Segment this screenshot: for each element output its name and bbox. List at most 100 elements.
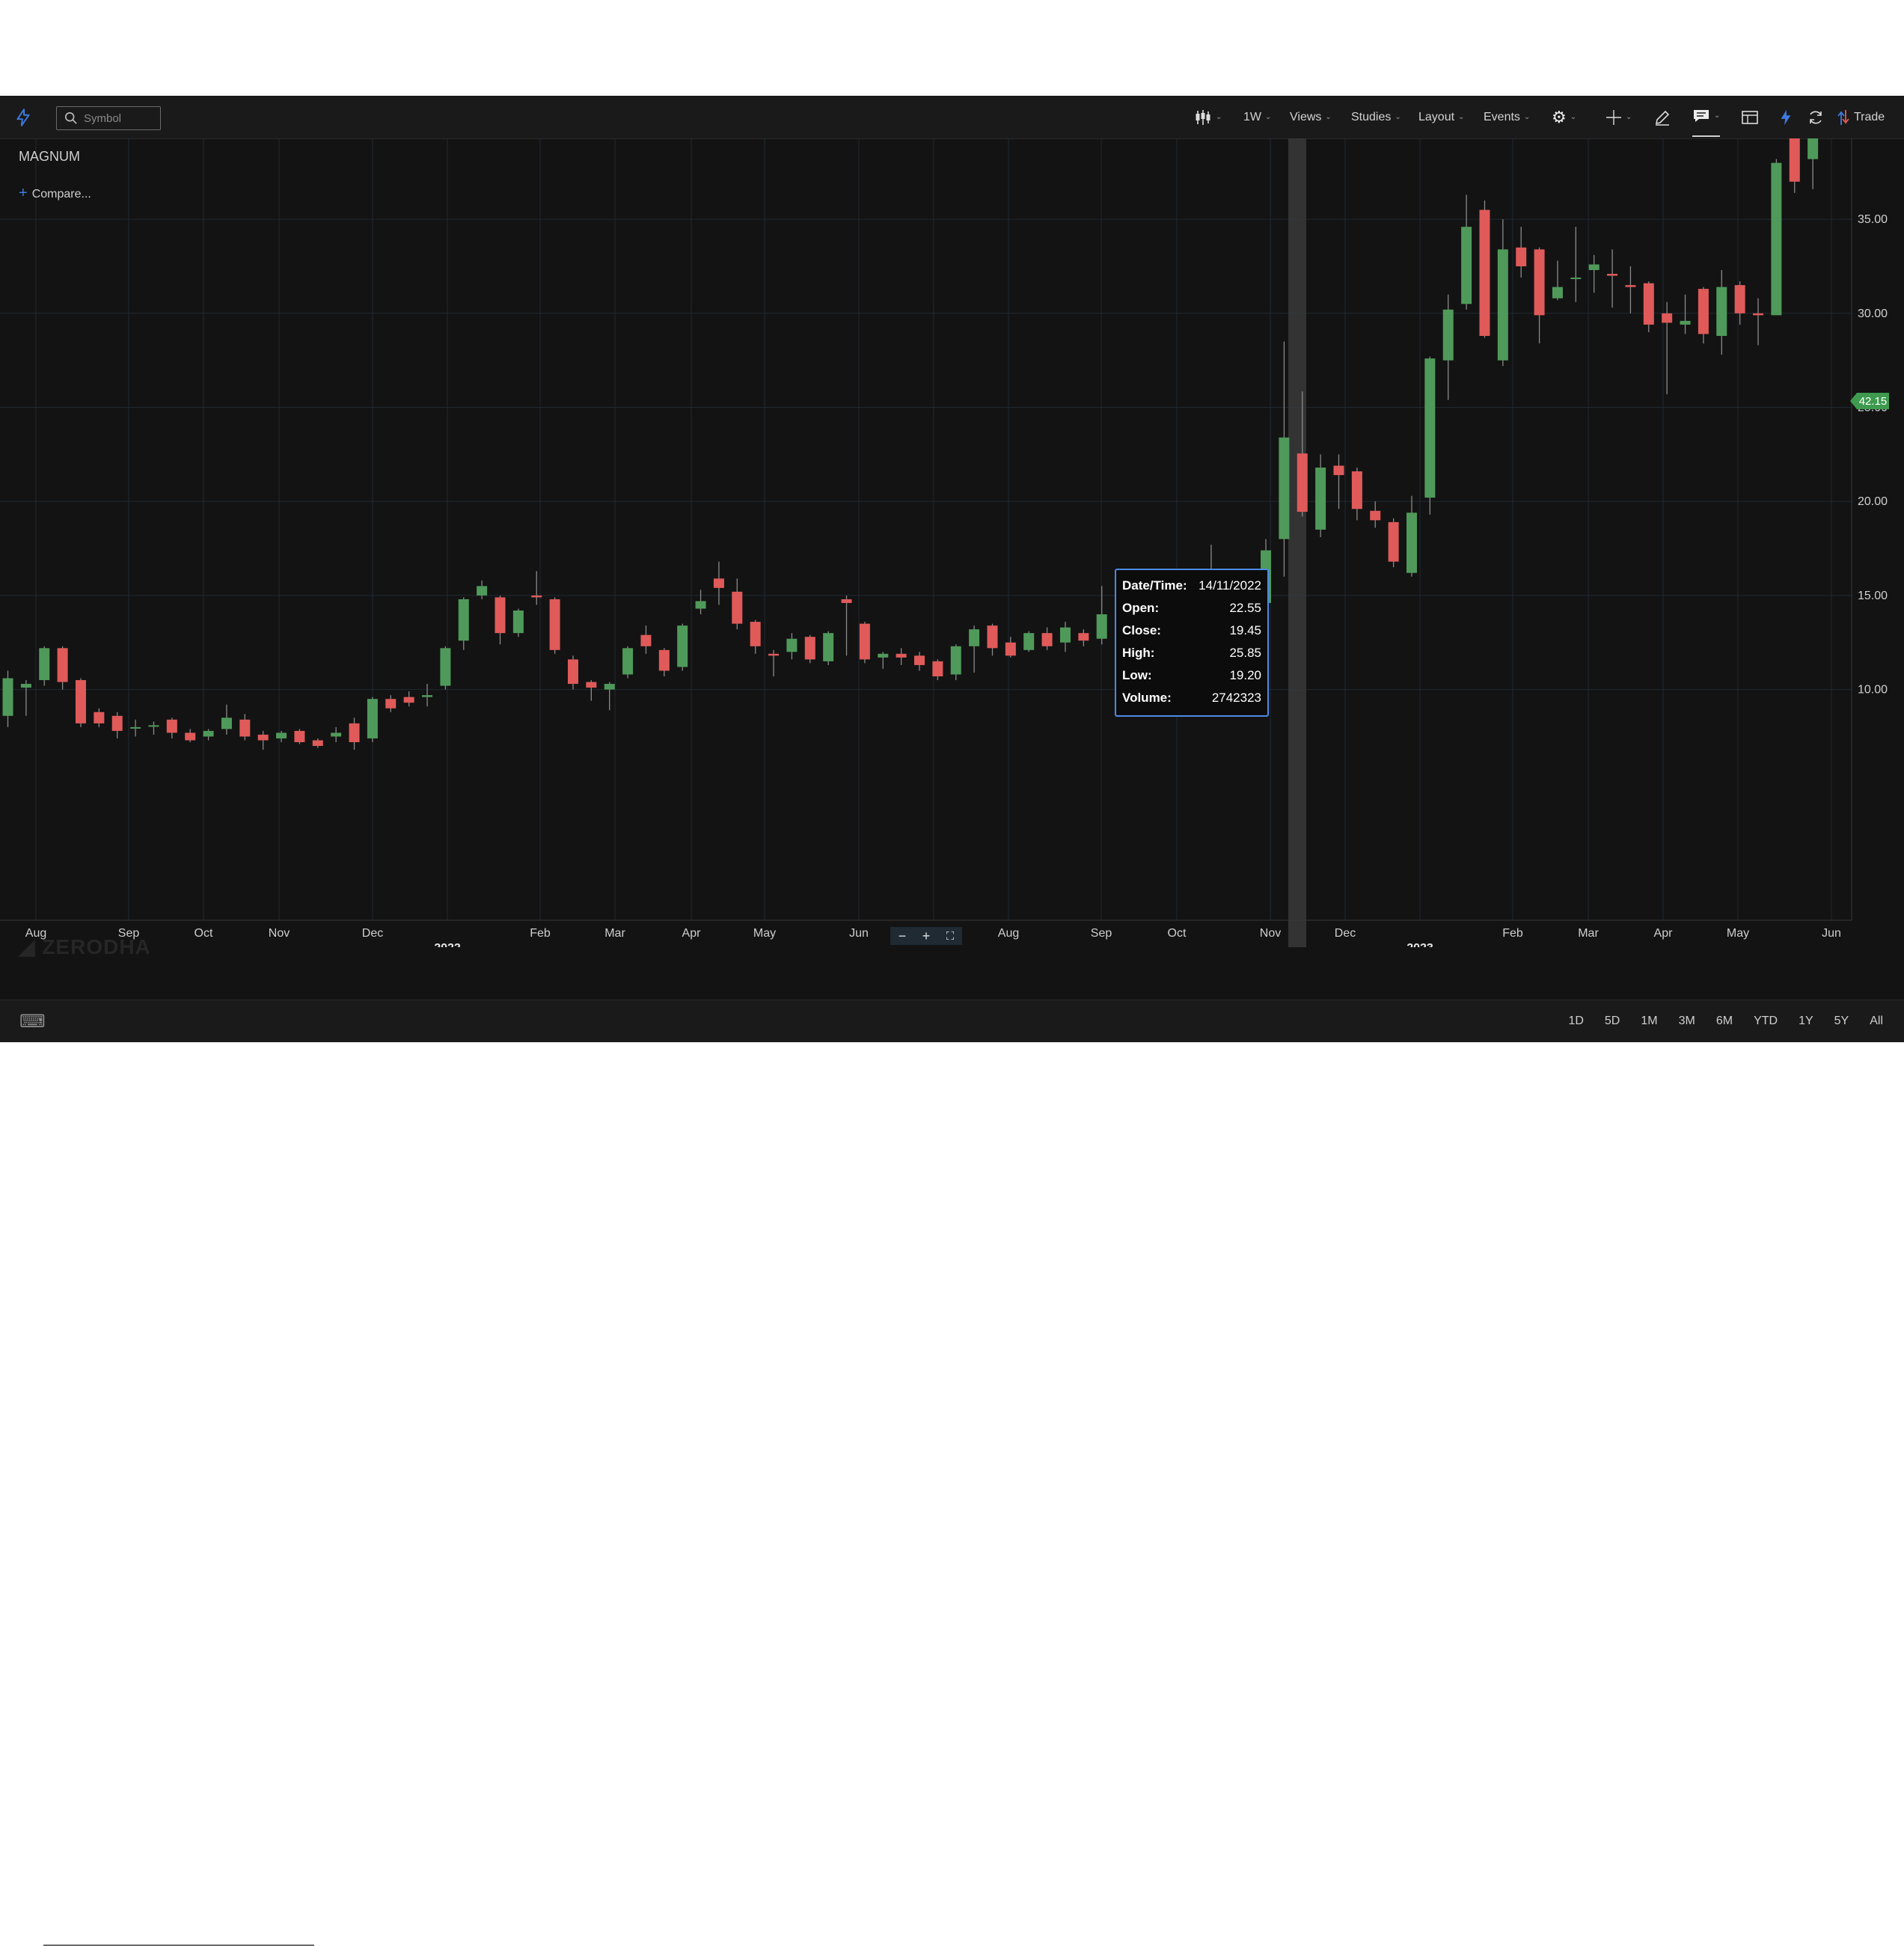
candle-body bbox=[1497, 249, 1508, 361]
chevron-down-icon: ⌄ bbox=[1325, 113, 1332, 121]
candle-body bbox=[1041, 633, 1053, 646]
comment-icon bbox=[1694, 109, 1709, 122]
range-button[interactable]: All bbox=[1870, 1015, 1883, 1027]
chevron-down-icon: ⌄ bbox=[1265, 113, 1272, 121]
x-tick-label: Apr bbox=[682, 927, 702, 940]
candle-body bbox=[440, 648, 451, 686]
candlestick-chart[interactable]: 45.0040.0035.0030.0025.0020.0015.0010.00… bbox=[0, 138, 1904, 947]
data-table-button[interactable] bbox=[1742, 96, 1758, 138]
candle-body bbox=[786, 638, 798, 652]
tooltip-label: Volume: bbox=[1122, 691, 1172, 705]
candle-body bbox=[331, 732, 342, 737]
views-label: Views bbox=[1290, 110, 1322, 123]
keyboard-icon[interactable]: ⌨ bbox=[19, 1012, 46, 1032]
trade-button[interactable]: Trade bbox=[1837, 96, 1885, 138]
x-tick-label: Aug bbox=[25, 927, 46, 940]
candle-body bbox=[477, 586, 488, 596]
crosshair-icon bbox=[1606, 109, 1621, 125]
symbol-search[interactable] bbox=[56, 106, 161, 130]
candle-body bbox=[1315, 467, 1326, 530]
chevron-down-icon: ⌄ bbox=[1395, 113, 1401, 121]
top-toolbar: ⌄ 1W⌄ Views⌄ Studies⌄ Layout⌄ Events⌄ ⚙ … bbox=[0, 96, 1904, 139]
candle-body bbox=[148, 725, 159, 727]
candle-body bbox=[458, 599, 469, 641]
tooltip-row-open: Open: 22.55 bbox=[1122, 597, 1261, 619]
lightning-icon[interactable] bbox=[13, 96, 33, 138]
range-button[interactable]: 1D bbox=[1568, 1015, 1584, 1027]
settings-button[interactable]: ⚙ ⌄ bbox=[1552, 96, 1576, 138]
gear-icon: ⚙ bbox=[1552, 107, 1567, 126]
range-button[interactable]: 3M bbox=[1678, 1015, 1695, 1027]
x-year-label: 2022 bbox=[434, 942, 461, 947]
chart-type-button[interactable]: ⌄ bbox=[1194, 96, 1222, 138]
candle-body bbox=[823, 633, 834, 661]
range-button[interactable]: 1Y bbox=[1799, 1015, 1813, 1027]
chart-area[interactable]: 45.0040.0035.0030.0025.0020.0015.0010.00… bbox=[0, 138, 1904, 958]
candle-body bbox=[185, 732, 196, 741]
candle-body bbox=[987, 625, 998, 649]
x-tick-label: Sep bbox=[118, 927, 140, 940]
candle-body bbox=[1607, 274, 1618, 276]
crosshair-column bbox=[1288, 138, 1306, 947]
candle-body bbox=[20, 684, 31, 688]
candle-body bbox=[349, 723, 360, 742]
tooltip-value: 19.45 bbox=[1229, 623, 1261, 637]
layout-menu[interactable]: Layout ⌄ bbox=[1418, 96, 1464, 138]
studies-menu[interactable]: Studies ⌄ bbox=[1351, 96, 1401, 138]
candle-body bbox=[1388, 521, 1399, 562]
candle-body bbox=[1789, 138, 1800, 182]
symbol-input[interactable] bbox=[82, 111, 160, 126]
range-button[interactable]: 6M bbox=[1715, 1015, 1733, 1027]
candle-body bbox=[1643, 283, 1654, 325]
tooltip-row-high: High: 25.85 bbox=[1122, 642, 1261, 664]
candle-body bbox=[203, 730, 214, 737]
x-tick-label: Feb bbox=[530, 927, 551, 940]
candle-body bbox=[640, 634, 652, 646]
studies-label: Studies bbox=[1351, 110, 1392, 123]
range-button[interactable]: 5D bbox=[1604, 1015, 1620, 1027]
x-tick-label: Oct bbox=[195, 927, 213, 940]
quick-trade-button[interactable] bbox=[1778, 96, 1794, 138]
y-tick-label: 35.00 bbox=[1858, 213, 1888, 226]
candle-body bbox=[39, 648, 50, 681]
x-year-label: 2023 bbox=[1406, 942, 1433, 947]
candle-body bbox=[257, 734, 269, 741]
candle-body bbox=[130, 726, 141, 729]
candle-body bbox=[1716, 287, 1727, 336]
comment-button[interactable]: ⌄ bbox=[1692, 96, 1721, 137]
candle-body bbox=[1552, 287, 1563, 299]
candle-body bbox=[1461, 227, 1472, 305]
candle-body bbox=[2, 678, 13, 716]
interval-button[interactable]: 1W ⌄ bbox=[1243, 96, 1271, 138]
zoom-in-icon[interactable]: + bbox=[922, 928, 931, 943]
candle-body bbox=[166, 719, 177, 733]
views-menu[interactable]: Views ⌄ bbox=[1290, 96, 1332, 138]
fullscreen-icon[interactable]: ⛶ bbox=[946, 929, 955, 943]
tooltip-label: Low: bbox=[1122, 668, 1152, 682]
refresh-button[interactable] bbox=[1807, 96, 1824, 138]
candlestick-icon bbox=[1196, 109, 1210, 125]
candle-body bbox=[622, 648, 634, 675]
candle-body bbox=[1023, 633, 1035, 650]
candle-body bbox=[1297, 453, 1308, 512]
range-button[interactable]: 1M bbox=[1641, 1015, 1658, 1027]
candle-body bbox=[841, 599, 852, 603]
zoom-out-icon[interactable]: − bbox=[898, 928, 907, 943]
candle-body bbox=[495, 597, 506, 634]
range-button[interactable]: 5Y bbox=[1834, 1015, 1849, 1027]
candle-body bbox=[94, 712, 105, 723]
zoom-controls: − + ⛶ bbox=[890, 927, 962, 945]
chevron-down-icon: ⌄ bbox=[1523, 113, 1531, 121]
candle-body bbox=[1424, 358, 1436, 498]
candle-body bbox=[658, 649, 670, 671]
range-button[interactable]: YTD bbox=[1754, 1015, 1778, 1027]
crosshair-button[interactable]: ⌄ bbox=[1605, 96, 1632, 138]
chart-app: ⌄ 1W⌄ Views⌄ Studies⌄ Layout⌄ Events⌄ ⚙ … bbox=[0, 96, 1904, 1946]
compare-button[interactable]: + Compare... bbox=[19, 185, 91, 202]
draw-button[interactable] bbox=[1653, 96, 1671, 138]
candle-body bbox=[1698, 289, 1709, 334]
events-menu[interactable]: Events ⌄ bbox=[1484, 96, 1530, 138]
x-tick-label: Feb bbox=[1502, 927, 1523, 940]
candle-body bbox=[512, 611, 524, 634]
candle-body bbox=[57, 648, 68, 682]
